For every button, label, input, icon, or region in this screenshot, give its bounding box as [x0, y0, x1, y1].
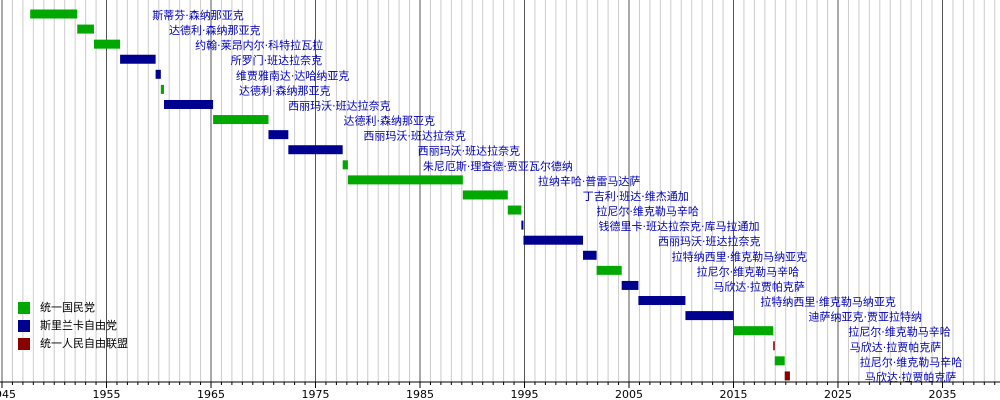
legend-label: 统一国民党: [40, 301, 95, 314]
bar: [583, 250, 597, 260]
bar: [596, 265, 622, 275]
bar: [523, 235, 584, 245]
x-tick-label: 1985: [406, 388, 434, 400]
bar-label: 拉特纳西里·维克勒马纳亚克: [760, 295, 896, 309]
bar: [685, 311, 734, 321]
bar: [155, 69, 161, 79]
bar-label: 达德利·森纳那亚克: [239, 83, 331, 97]
bar-label: 达德利·森纳那亚克: [169, 23, 261, 37]
bar: [774, 356, 785, 366]
bar-label: 马欣达·拉贾帕克萨: [850, 340, 942, 354]
bar: [347, 175, 463, 185]
bar-label: 斯蒂芬·森纳那亚克: [152, 8, 244, 22]
bar: [507, 205, 522, 215]
x-tick-label: 1965: [197, 388, 225, 400]
bar: [160, 84, 164, 94]
bar: [268, 130, 289, 140]
bar: [638, 296, 686, 306]
bar: [733, 326, 774, 336]
x-tick-label: 2005: [615, 388, 643, 400]
bar-label: 维贾雅南达·达哈纳亚克: [236, 68, 350, 82]
x-tick-label: 1975: [302, 388, 330, 400]
x-tick-label: 1945: [0, 388, 16, 400]
legend-swatch: [18, 338, 30, 350]
bar-label: 马欣达·拉贾帕克萨: [713, 279, 805, 293]
bar-label: 西丽玛沃·班达拉奈克: [363, 129, 466, 143]
x-tick-label: 1955: [93, 388, 121, 400]
x-tick-label: 2025: [824, 388, 852, 400]
bar-label: 朱尼厄斯·理查德·贾亚瓦尔德纳: [423, 159, 573, 173]
bar-label: 达德利·森纳那亚克: [343, 114, 435, 128]
x-tick-label: 2035: [929, 388, 957, 400]
bar-label: 丁吉利·班达·维杰通加: [583, 190, 689, 203]
bar-label: 拉特纳西里·维克勒马纳亚克: [672, 249, 808, 263]
bar: [621, 280, 639, 290]
bar-label: 拉纳辛哈·普雷马达萨: [538, 174, 641, 188]
bar-label: 拉尼尔·维克勒马辛哈: [860, 355, 963, 369]
bar: [120, 54, 156, 64]
bar: [342, 160, 348, 170]
bar: [30, 9, 78, 19]
bar-label: 拉尼尔·维克勒马辛哈: [697, 264, 800, 278]
legend-label: 统一人民自由联盟: [40, 336, 128, 350]
bar: [163, 99, 214, 109]
bar: [288, 145, 343, 155]
bar-label: 西丽玛沃·班达拉奈克: [658, 234, 761, 248]
legend-swatch: [18, 302, 30, 314]
bar: [784, 371, 790, 381]
legend-label: 斯里兰卡自由党: [40, 318, 117, 332]
bar: [93, 39, 121, 49]
bar-label: 拉尼尔·维克勒马辛哈: [848, 325, 951, 339]
bar-label: 西丽玛沃·班达拉奈克: [418, 144, 521, 158]
x-tick-label: 2015: [720, 388, 748, 400]
bar-label: 所罗门·班达拉奈克: [231, 53, 322, 67]
bar-label: 迪萨纳亚克·贾亚拉特纳: [809, 310, 923, 324]
bar: [773, 341, 775, 351]
bar-label: 马欣达·拉贾帕克萨: [865, 370, 957, 384]
x-tick-label: 1995: [511, 388, 539, 400]
legend-swatch: [18, 320, 30, 332]
bar: [521, 220, 524, 230]
bar-label: 约翰·莱昂内尔·科特拉瓦拉: [195, 38, 323, 52]
bar-label: 拉尼尔·维克勒马辛哈: [596, 204, 699, 218]
bar: [213, 115, 269, 125]
bar: [77, 24, 94, 34]
bar-label: 钱德里卡·班达拉奈克·库马拉通加: [598, 219, 759, 233]
bar-label: 西丽玛沃·班达拉奈克: [288, 98, 391, 112]
bar: [462, 190, 508, 200]
